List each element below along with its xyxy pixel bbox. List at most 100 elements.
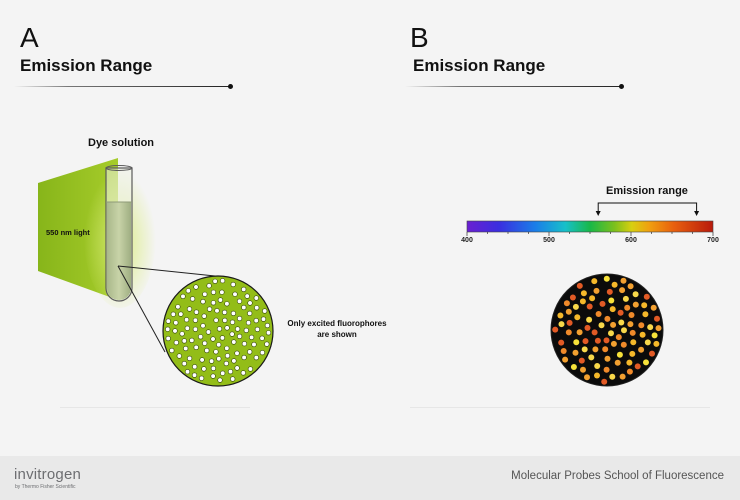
fluorophore-dot xyxy=(249,334,255,341)
emission-dot xyxy=(574,314,581,321)
emission-dot xyxy=(616,351,623,358)
fluorophore-dot xyxy=(210,336,216,342)
fluorophore-dot xyxy=(216,326,223,332)
fluorophore-dot xyxy=(184,369,191,375)
emission-dot xyxy=(649,350,655,357)
emission-dot xyxy=(593,287,600,294)
fluorophore-dot xyxy=(206,283,212,289)
panel-a-divider xyxy=(14,86,230,87)
fluorophore-dot xyxy=(253,318,259,324)
emission-dot xyxy=(641,302,648,309)
emission-dot xyxy=(651,332,658,339)
fluorophore-dot xyxy=(210,300,216,306)
emission-dot xyxy=(632,301,639,308)
emission-dot xyxy=(608,330,614,337)
emission-dot xyxy=(630,339,637,346)
fluorophore-dot xyxy=(205,329,211,335)
panel-b-letter: B xyxy=(410,22,429,53)
emission-dot xyxy=(614,359,621,366)
fluorophore-dot xyxy=(229,331,235,337)
fluorophore-dot xyxy=(259,350,266,356)
fluorophore-dot xyxy=(184,325,190,331)
panel-a-divider-dot xyxy=(228,84,233,89)
fluorophore-dot xyxy=(247,366,253,372)
fluorophore-dot xyxy=(223,360,229,367)
emission-dot xyxy=(557,312,564,319)
fluorophore-dot xyxy=(212,278,218,284)
fluorophore-dot xyxy=(244,293,250,299)
fluorophore-dot xyxy=(193,284,199,290)
panel-a-baseline xyxy=(60,407,250,408)
panel-b-divider xyxy=(405,86,621,87)
fluorophore-dot xyxy=(175,304,181,310)
emission-dot xyxy=(565,308,572,315)
fluorophore-dot xyxy=(259,335,265,341)
emission-dot xyxy=(650,304,657,311)
fluorophore-dot xyxy=(262,308,268,314)
fluorophore-dot xyxy=(201,366,207,372)
fluorophore-dot xyxy=(176,353,182,359)
fluorophore-dot xyxy=(222,309,228,316)
fluorophore-dot xyxy=(184,317,190,323)
fluorophore-dot xyxy=(216,356,222,362)
fluorophore-dot xyxy=(236,298,243,304)
fluorophore-note-line-1: Only excited fluorophores xyxy=(287,319,387,328)
fluorophore-dot xyxy=(191,372,198,378)
fluorophore-dot xyxy=(200,323,206,329)
brand-subtitle: by Thermo Fisher Scientific xyxy=(15,484,76,490)
fluorophore-dot xyxy=(230,376,236,382)
emission-dot xyxy=(604,315,611,322)
emission-dot xyxy=(578,357,585,364)
emission-dot xyxy=(606,288,613,295)
emission-dot xyxy=(565,329,572,336)
emission-dot xyxy=(601,378,608,385)
fluorophore-dot xyxy=(241,286,247,293)
fluorophore-dot xyxy=(241,304,247,311)
emission-dot xyxy=(560,348,567,354)
fluorophore-dot xyxy=(264,322,271,329)
fluorophore-dot xyxy=(254,326,260,333)
emission-dot xyxy=(627,283,634,290)
emission-dot xyxy=(591,329,598,336)
fluorophore-dot xyxy=(213,317,219,323)
fluorophore-dot xyxy=(224,301,230,307)
fluorophore-dot xyxy=(251,341,257,348)
zoom-line-bottom xyxy=(117,265,166,353)
emission-dot xyxy=(592,346,599,353)
footer-bar xyxy=(0,456,740,500)
panel-b-baseline xyxy=(410,407,710,408)
emission-dot xyxy=(642,311,649,318)
tube-rim xyxy=(105,165,133,171)
emission-dot xyxy=(566,319,573,326)
emission-dot xyxy=(563,300,570,307)
emission-dot xyxy=(643,293,650,300)
fluorophore-dot xyxy=(240,370,246,376)
fluorophore-dot xyxy=(245,320,252,326)
fluorophore-dot xyxy=(253,295,259,301)
fluorophore-dot xyxy=(192,326,198,332)
emission-dot xyxy=(639,331,646,338)
emission-dot xyxy=(653,340,660,347)
excited-fluorophores xyxy=(165,278,272,383)
emitting-fluorophores xyxy=(552,275,662,385)
emission-dot xyxy=(611,281,618,288)
fluorophore-dot xyxy=(222,317,228,324)
fluorophore-note: Only excited fluorophores are shown xyxy=(287,318,387,340)
emission-dot xyxy=(626,359,633,366)
emission-dot xyxy=(629,350,636,357)
fluorophore-dot xyxy=(207,306,213,312)
fluorophore-dot xyxy=(234,350,240,356)
emission-dot xyxy=(589,295,596,302)
emission-dot xyxy=(620,277,627,284)
fluorophore-dot xyxy=(178,311,184,317)
emission-dot xyxy=(576,329,583,336)
emission-dot xyxy=(580,290,587,297)
fluorophore-dot xyxy=(219,289,225,295)
fluorophore-dot xyxy=(260,316,267,322)
emission-dot xyxy=(655,325,662,332)
fluorophore-dot xyxy=(198,334,204,340)
emission-dot xyxy=(618,319,625,326)
fluorophore-dot xyxy=(220,278,226,284)
fluorophore-dot xyxy=(165,335,171,342)
spectrum-bar xyxy=(466,220,714,233)
